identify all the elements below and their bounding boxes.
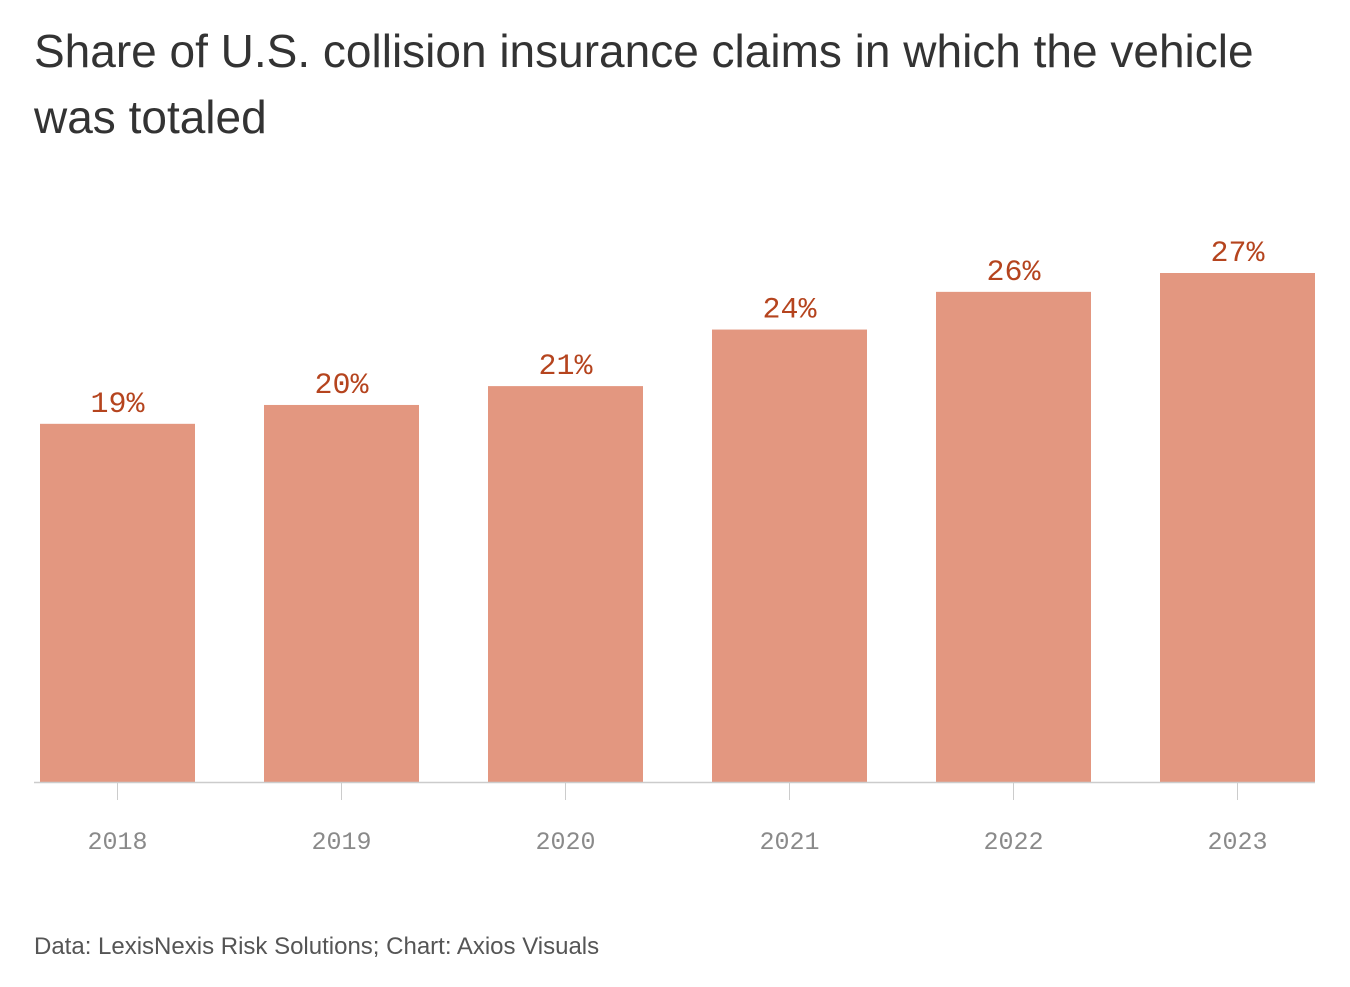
x-tick-label-2019: 2019 [311, 828, 371, 857]
bar-value-label-2022: 26% [986, 256, 1041, 290]
x-tick-label-2021: 2021 [759, 828, 819, 857]
bar-value-label-2020: 21% [538, 350, 593, 384]
bar-value-label-2021: 24% [762, 294, 817, 328]
bar-2023 [1160, 273, 1315, 782]
bar-chart: 19% 2018 20% 2019 21% 2020 24% 2021 26% 2022 27% 20… [34, 237, 1315, 857]
bar-value-label-2018: 19% [90, 388, 145, 422]
x-tick-label-2022: 2022 [983, 828, 1043, 857]
bar-2020 [488, 386, 643, 782]
bar-2019 [264, 404, 419, 782]
x-tick-label-2020: 2020 [535, 828, 595, 857]
bar-2018 [40, 423, 195, 782]
x-tick-label-2018: 2018 [87, 828, 147, 857]
chart-title: Share of U.S. collision insurance claims… [34, 25, 1254, 143]
x-tick-label-2023: 2023 [1207, 828, 1267, 857]
source-note: Data: LexisNexis Risk Solutions; Chart: … [34, 933, 600, 960]
bar-value-label-2019: 20% [314, 369, 369, 403]
bar-2022 [936, 291, 1091, 782]
bar-value-label-2023: 27% [1210, 237, 1265, 271]
bar-2021 [712, 329, 867, 782]
